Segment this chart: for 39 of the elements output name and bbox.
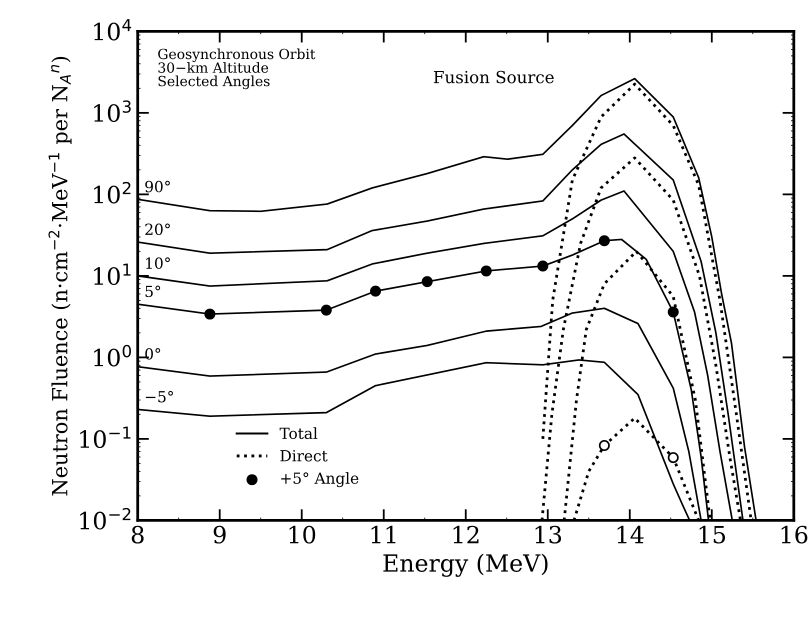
point (370, 286, 382, 297)
series-label: 10° (146, 257, 170, 269)
series-label: 0° (145, 348, 160, 360)
annotation: Direct (280, 450, 328, 462)
x-tick-label: 16 (782, 526, 808, 544)
annotation: Geosynchronous Orbit 30−km Altitude Selected Angles (158, 48, 316, 90)
y-tick-label: 10$^{3}$ (94, 100, 131, 122)
series-label: 5° (146, 286, 160, 298)
x-tick-label: 14 (618, 526, 644, 544)
point (668, 452, 679, 464)
x-tick-label: 11 (372, 526, 396, 544)
x-tick-label: 9 (214, 526, 226, 544)
point (480, 265, 492, 276)
y-axis-title: Neutron Fluence (n·cm$^{−2}$·MeV$^{−1}$ per N$_{A}$$^{n}$) (48, 56, 72, 496)
point (598, 235, 610, 246)
y-tick-label: 10$^{−2}$ (80, 508, 130, 530)
point (668, 306, 679, 318)
point (598, 440, 610, 451)
y-tick-label: 10$^{0}$ (94, 344, 131, 367)
x-tick-label: 12 (454, 526, 478, 544)
series-label: 20° (145, 224, 170, 236)
point (320, 304, 332, 316)
y-tick-label: 10$^{1}$ (94, 264, 131, 286)
point (537, 260, 548, 272)
y-tick-label: 10$^{2}$ (94, 182, 130, 204)
point (204, 308, 216, 320)
legend-label: +5° Angle (281, 472, 358, 488)
x-tick-label: 15 (700, 526, 725, 544)
y-tick-label: 10$^{−1}$ (80, 426, 130, 448)
x-tick-label: 8 (132, 526, 144, 544)
x-tick-label: 10 (290, 526, 316, 544)
x-tick-label: 13 (536, 526, 562, 544)
point (422, 276, 433, 288)
annotation: Fusion Source (434, 70, 554, 84)
annotation: Total (280, 427, 318, 440)
series-label: 90° (145, 180, 170, 192)
x-axis-title: Energy (MeV) (383, 554, 548, 577)
y-tick-label: 10$^{4}$ (94, 19, 132, 40)
series-label: −5° (146, 390, 173, 402)
